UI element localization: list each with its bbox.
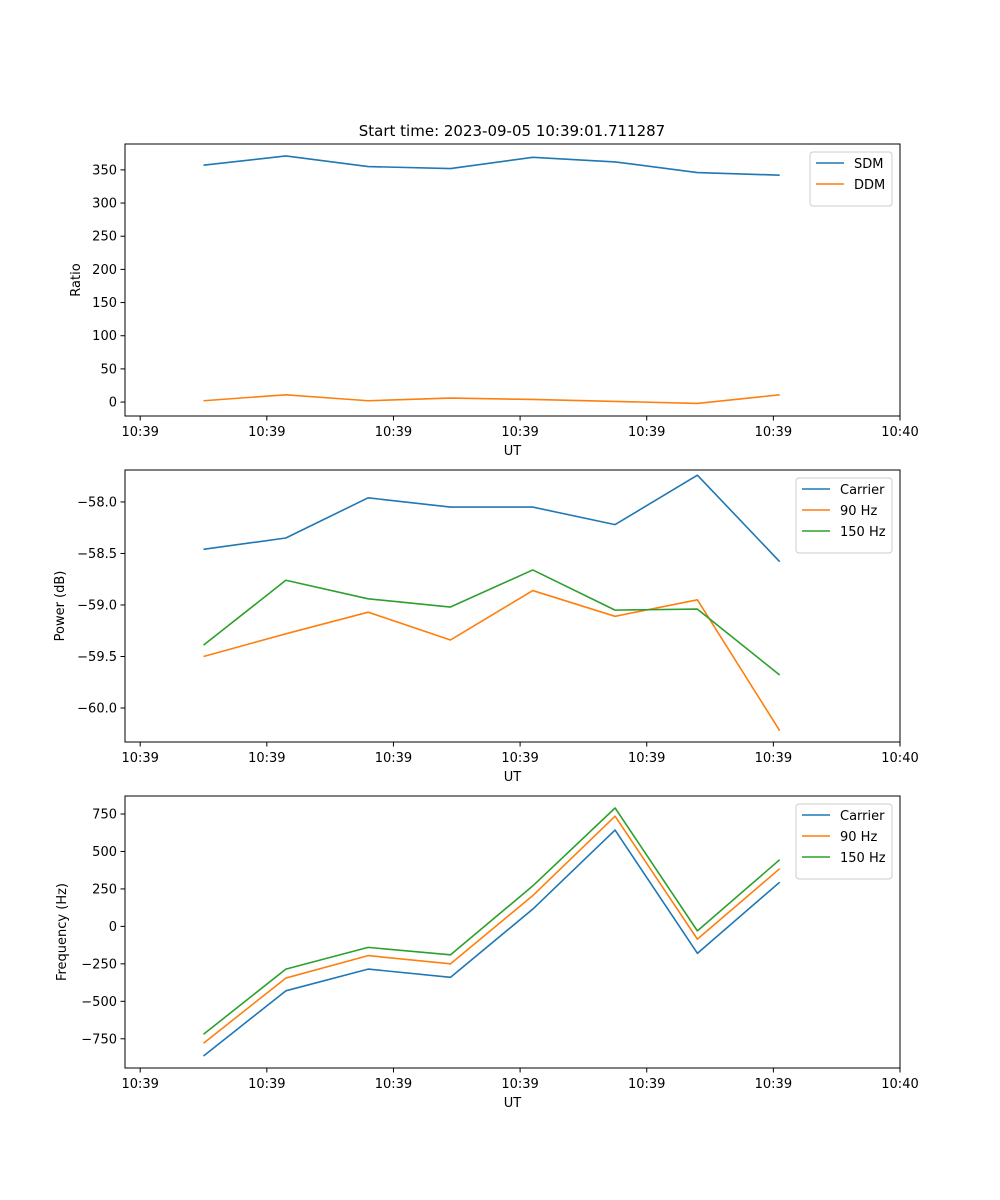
legend-box <box>795 477 893 554</box>
x-tick-label: 10:39 <box>628 751 665 766</box>
y-tick-label: 150 <box>92 296 117 311</box>
y-tick-label: 100 <box>92 329 117 344</box>
x-tick-label: 10:39 <box>501 751 538 766</box>
legend-label: 150 Hz <box>840 525 886 540</box>
series-line-carrier <box>203 474 781 563</box>
x-tick-label: 10:39 <box>501 425 538 440</box>
series-line-ddm <box>203 393 780 405</box>
x-tick-label: 10:39 <box>755 425 792 440</box>
legend-label: 90 Hz <box>840 504 877 519</box>
series-line-90-hz <box>203 815 781 1044</box>
figure-title: Start time: 2023-09-05 10:39:01.711287 <box>359 122 665 140</box>
legend-label: SDM <box>854 157 883 172</box>
y-tick-label: −500 <box>81 995 117 1010</box>
x-tick-label: 10:39 <box>248 1077 285 1092</box>
x-axis-label: UT <box>504 1096 522 1111</box>
axes-3: 10:39 10:39 10:39 10:39 10:39 10:39 10:40 −750 −… <box>55 795 919 1111</box>
x-tick-label: 10:39 <box>628 425 665 440</box>
x-tick-label: 10:39 <box>755 751 792 766</box>
x-tick-label: 10:39 <box>501 1077 538 1092</box>
legend-label: 150 Hz <box>840 851 886 866</box>
legend-box <box>795 803 893 880</box>
legend-label: Carrier <box>840 483 885 498</box>
series-line-sdm <box>203 155 780 176</box>
series-line-150-hz <box>203 569 781 676</box>
axes-2: 10:39 10:39 10:39 10:39 10:39 10:39 10:40 −60.0… <box>53 469 919 785</box>
legend: Carrier 90 Hz 150 Hz <box>795 803 893 880</box>
axes-1: 10:39 10:39 10:39 10:39 10:39 10:39 10:40 0 50 10… <box>69 143 919 459</box>
y-tick-label: 0 <box>109 920 117 935</box>
legend: Carrier 90 Hz 150 Hz <box>795 477 893 554</box>
series-line-carrier <box>203 829 781 1057</box>
y-tick-label: 300 <box>92 197 117 212</box>
y-tick-label: −250 <box>81 957 117 972</box>
y-axis-label: Power (dB) <box>53 571 68 642</box>
x-tick-label: 10:39 <box>755 1077 792 1092</box>
y-tick-label: 500 <box>92 845 117 860</box>
y-tick-label: 200 <box>92 263 117 278</box>
y-tick-label: 350 <box>92 163 117 178</box>
x-tick-label: 10:39 <box>121 751 158 766</box>
x-tick-label: 10:40 <box>881 425 918 440</box>
y-tick-label: −750 <box>81 1032 117 1047</box>
legend-label: Carrier <box>840 809 885 824</box>
y-tick-label: 750 <box>92 807 117 822</box>
x-tick-label: 10:39 <box>248 751 285 766</box>
y-tick-label: 50 <box>100 362 117 377</box>
y-tick-label: 0 <box>109 396 117 411</box>
y-tick-label: −58.5 <box>77 547 117 562</box>
legend-box <box>809 151 893 207</box>
x-tick-label: 10:39 <box>121 1077 158 1092</box>
y-axis-label: Frequency (Hz) <box>55 883 70 981</box>
x-axis-label: UT <box>504 770 522 785</box>
y-tick-label: −59.5 <box>77 650 117 665</box>
series-line-90-hz <box>203 589 781 732</box>
x-tick-label: 10:39 <box>628 1077 665 1092</box>
legend-label: 90 Hz <box>840 830 877 845</box>
x-tick-label: 10:39 <box>375 425 412 440</box>
y-tick-label: 250 <box>92 882 117 897</box>
x-tick-label: 10:39 <box>375 751 412 766</box>
y-tick-label: −59.0 <box>77 598 117 613</box>
y-tick-label: 250 <box>92 230 117 245</box>
legend-label: DDM <box>854 178 885 193</box>
x-tick-label: 10:40 <box>881 751 918 766</box>
y-axis-label: Ratio <box>69 263 84 296</box>
x-tick-label: 10:40 <box>881 1077 918 1092</box>
axes-frame <box>124 469 901 743</box>
x-tick-label: 10:39 <box>375 1077 412 1092</box>
x-axis-label: UT <box>504 444 522 459</box>
legend: SDM DDM <box>809 151 893 207</box>
axes-frame <box>124 143 901 417</box>
x-tick-label: 10:39 <box>248 425 285 440</box>
y-tick-label: −58.0 <box>77 495 117 510</box>
x-tick-label: 10:39 <box>121 425 158 440</box>
series-line-150-hz <box>203 807 781 1035</box>
axes-frame <box>124 795 901 1069</box>
y-tick-label: −60.0 <box>77 702 117 717</box>
